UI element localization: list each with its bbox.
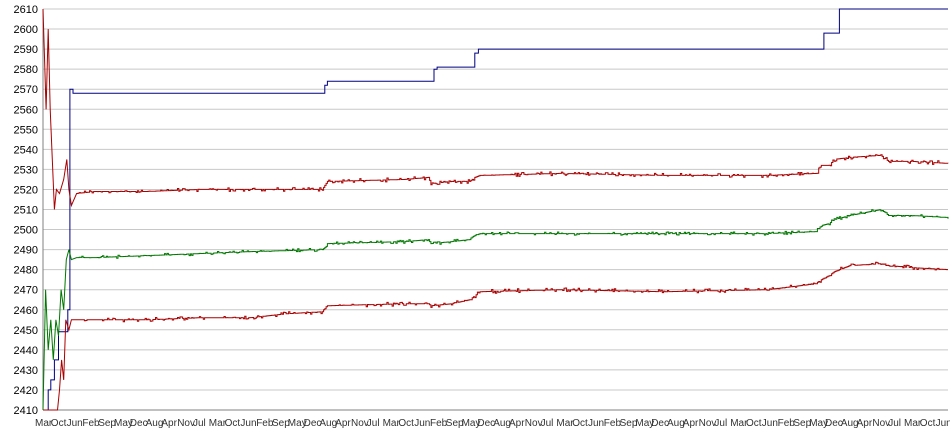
y-tick-label: 2600 — [14, 24, 38, 36]
x-tick-label: Sep — [446, 418, 464, 429]
x-tick-label: Oct — [572, 418, 588, 429]
y-axis: 2410 2420 2430 2440 2450 2460 2470 2480 2490 2500… — [14, 4, 44, 417]
x-tick-label: Aug — [146, 418, 164, 429]
x-tick-label: Aug — [493, 418, 511, 429]
x-tick-label: Apr — [335, 418, 351, 429]
y-tick-label: 2430 — [14, 365, 38, 377]
x-tick-label: Dec — [825, 418, 843, 429]
x-tick-label: Dec — [130, 418, 148, 429]
x-tick-label: Oct — [398, 418, 414, 429]
x-tick-label: Dec — [651, 418, 669, 429]
x-tick-label: Jul — [714, 418, 727, 429]
plot-area — [42, 8, 949, 411]
y-tick-label: 2500 — [14, 225, 38, 237]
x-tick-label: May — [635, 418, 654, 429]
x-tick-label: May — [114, 418, 133, 429]
x-tick-label: Mar — [904, 418, 922, 429]
x-tick-label: Jun — [414, 418, 430, 429]
x-tick-label: Mar — [730, 418, 748, 429]
grid-lines — [43, 8, 948, 411]
x-tick-label: May — [809, 418, 828, 429]
y-tick-label: 2610 — [14, 4, 38, 16]
y-tick-label: 2530 — [14, 164, 38, 176]
y-tick-label: 2510 — [14, 205, 38, 217]
y-tick-label: 2480 — [14, 265, 38, 277]
x-tick-label: Jun — [762, 418, 778, 429]
x-tick-label: Dec — [477, 418, 495, 429]
x-tick-label: Sep — [98, 418, 116, 429]
y-tick-label: 2410 — [14, 405, 38, 417]
y-tick-label: 2420 — [14, 385, 38, 397]
x-tick-label: Feb — [604, 418, 622, 429]
y-tick-label: 2450 — [14, 325, 38, 337]
series-line-blue-0 — [43, 8, 948, 411]
y-tick-label: 2490 — [14, 245, 38, 257]
x-tick-label: May — [462, 418, 481, 429]
x-tick-label: Oct — [746, 418, 762, 429]
y-tick-label: 2460 — [14, 305, 38, 317]
y-tick-label: 2540 — [14, 144, 38, 156]
x-tick-label: Nov — [525, 418, 543, 429]
series-line-red-3 — [43, 261, 948, 411]
x-tick-label: Apr — [161, 418, 177, 429]
x-tick-label: Apr — [509, 418, 525, 429]
x-tick-label: Jun — [936, 418, 950, 429]
x-tick-label: Jul — [193, 418, 206, 429]
x-tick-label: Jul — [541, 418, 554, 429]
x-tick-label: Aug — [841, 418, 859, 429]
x-tick-label: Aug — [319, 418, 337, 429]
y-tick-label: 2440 — [14, 345, 38, 357]
x-tick-label: Mar — [35, 418, 53, 429]
x-tick-label: Feb — [430, 418, 448, 429]
x-tick-label: Jun — [240, 418, 256, 429]
series-line-red-1 — [42, 8, 949, 210]
y-tick-label: 2590 — [14, 44, 38, 56]
x-tick-label: Apr — [857, 418, 873, 429]
x-tick-label: May — [288, 418, 307, 429]
x-tick-label: Jun — [67, 418, 83, 429]
x-tick-label: Apr — [683, 418, 699, 429]
x-tick-label: Jul — [888, 418, 901, 429]
x-tick-label: Sep — [793, 418, 811, 429]
y-tick-label: 2550 — [14, 124, 38, 136]
x-tick-label: Nov — [699, 418, 717, 429]
x-tick-label: Jul — [367, 418, 380, 429]
x-tick-label: Mar — [383, 418, 401, 429]
x-tick-label: Oct — [51, 418, 67, 429]
series-line-green-2 — [42, 209, 949, 411]
x-tick-label: Nov — [177, 418, 195, 429]
x-tick-label: Feb — [256, 418, 274, 429]
x-tick-label: Mar — [209, 418, 227, 429]
x-tick-label: Jun — [588, 418, 604, 429]
x-tick-label: Dec — [304, 418, 322, 429]
x-tick-label: Oct — [225, 418, 241, 429]
x-tick-label: Aug — [667, 418, 685, 429]
y-tick-label: 2520 — [14, 184, 38, 196]
x-tick-label: Oct — [920, 418, 936, 429]
y-tick-label: 2580 — [14, 64, 38, 76]
x-tick-label: Nov — [872, 418, 890, 429]
x-tick-label: Sep — [620, 418, 638, 429]
y-tick-label: 2560 — [14, 104, 38, 116]
y-tick-label: 2570 — [14, 84, 38, 96]
x-tick-label: Sep — [272, 418, 290, 429]
x-tick-label: Feb — [778, 418, 796, 429]
x-tick-label: Feb — [82, 418, 100, 429]
x-tick-label: Mar — [556, 418, 574, 429]
x-tick-label: Nov — [351, 418, 369, 429]
y-tick-label: 2470 — [14, 285, 38, 297]
